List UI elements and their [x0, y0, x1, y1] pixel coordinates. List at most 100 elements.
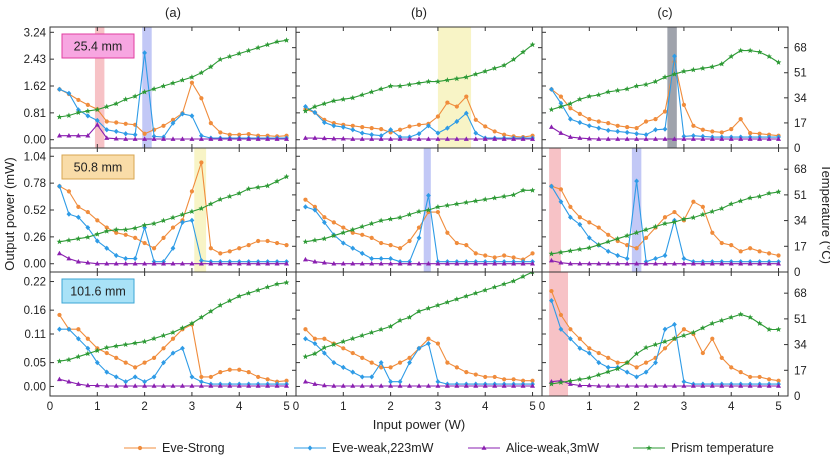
data-point-prism [226, 193, 233, 199]
data-point-prism [330, 232, 337, 239]
data-point-prism [406, 314, 413, 320]
data-point-eve_weak [624, 255, 630, 262]
column-labels: (a) (b) (c) [165, 5, 673, 20]
data-point-eve_strong [464, 370, 469, 375]
data-point-eve_strong [719, 240, 724, 246]
data-point-eve_strong [748, 130, 753, 136]
data-point-alice_weak [454, 136, 460, 141]
data-point-prism [681, 332, 687, 338]
series-group [56, 37, 290, 141]
data-point-alice_weak [340, 136, 346, 141]
data-point-prism [482, 196, 489, 202]
data-point-eve_strong [227, 132, 232, 137]
legend-item-alice_weak: Alice-weak,3mW [468, 441, 599, 455]
data-point-alice_weak [747, 383, 753, 388]
data-point-alice_weak [548, 257, 554, 263]
data-point-alice_weak [369, 261, 375, 266]
data-point-eve_strong [662, 215, 668, 220]
y-axis-left-label: Output power (mW) [2, 157, 17, 270]
data-point-eve_strong [360, 125, 365, 130]
data-point-eve_strong [729, 127, 734, 132]
data-point-alice_weak [189, 383, 195, 388]
data-point-eve_strong [454, 240, 459, 246]
data-point-eve_weak [170, 245, 176, 251]
data-point-prism [160, 83, 167, 89]
data-point-eve_strong [643, 235, 649, 240]
temp-tick-label: 51 [794, 314, 807, 326]
data-point-prism [264, 182, 271, 189]
data-point-alice_weak [378, 261, 384, 266]
data-point-eve_weak [312, 340, 318, 347]
data-point-eve_strong [208, 246, 213, 251]
data-point-alice_weak [435, 383, 441, 388]
data-point-eve_weak [388, 379, 394, 385]
data-point-prism [84, 108, 91, 114]
data-point-eve_strong [606, 355, 611, 360]
data-point-eve_weak [57, 86, 62, 92]
data-point-alice_weak [227, 261, 233, 266]
data-point-eve_weak [94, 238, 100, 244]
data-point-alice_weak [85, 382, 91, 388]
data-point-alice_weak [284, 383, 290, 388]
data-point-alice_weak [530, 383, 536, 388]
data-point-alice_weak [142, 383, 148, 388]
data-point-eve_strong [123, 121, 128, 126]
data-point-eve_strong [369, 126, 374, 131]
temp-tick-label: 17 [794, 241, 807, 253]
data-point-alice_weak [586, 136, 592, 141]
data-point-prism [368, 329, 375, 335]
series-line-eve_strong [59, 314, 287, 383]
data-point-eve_strong [587, 346, 592, 351]
data-point-prism [728, 314, 735, 320]
data-point-alice_weak [596, 383, 602, 388]
legend-label: Eve-Strong [162, 441, 225, 455]
data-point-prism [406, 81, 413, 87]
data-point-prism [633, 350, 640, 357]
data-point-alice_weak [567, 261, 573, 266]
data-point-alice_weak [397, 136, 403, 141]
data-point-eve_strong [397, 246, 403, 251]
data-point-eve_strong [388, 365, 393, 370]
data-point-alice_weak [577, 261, 583, 266]
data-point-eve_weak [643, 369, 649, 375]
data-point-alice_weak [75, 133, 81, 138]
panel-frame [295, 271, 543, 397]
data-point-eve_weak [321, 350, 327, 356]
data-point-eve_weak [681, 379, 687, 385]
data-point-alice_weak [482, 136, 488, 141]
data-point-eve_weak [378, 133, 384, 139]
axis-titles: Input power (W) Output power (mW) Temper… [2, 157, 830, 432]
data-point-prism [482, 287, 489, 293]
data-point-alice_weak [359, 383, 365, 388]
data-point-eve_strong [691, 199, 696, 204]
data-point-alice_weak [558, 260, 564, 265]
data-point-prism [151, 335, 157, 341]
data-point-eve_strong [492, 374, 497, 380]
data-point-alice_weak [340, 261, 346, 266]
data-point-eve_strong [483, 374, 488, 380]
data-point-prism [198, 205, 205, 211]
data-point-alice_weak [634, 261, 640, 266]
data-point-alice_weak [56, 250, 62, 256]
data-point-alice_weak [369, 136, 375, 141]
data-point-eve_strong [360, 355, 365, 360]
data-point-alice_weak [615, 261, 621, 266]
data-point-prism [614, 365, 621, 372]
data-point-eve_weak [198, 133, 204, 139]
data-point-alice_weak [274, 383, 280, 388]
data-point-prism [643, 226, 649, 233]
data-point-eve_weak [104, 245, 110, 251]
highlight-band [94, 27, 105, 148]
data-point-prism [170, 80, 176, 86]
data-point-prism [453, 200, 460, 207]
data-point-eve_weak [407, 360, 412, 366]
x-tick-label: 5 [775, 401, 781, 413]
data-point-eve_strong [265, 238, 270, 244]
data-point-prism [94, 106, 101, 113]
data-point-eve_weak [331, 123, 337, 129]
data-point-eve_weak [359, 374, 365, 380]
data-point-prism [690, 66, 697, 73]
data-point-eve_weak [416, 345, 422, 351]
data-point-eve_strong [237, 132, 242, 137]
data-point-prism [179, 324, 186, 331]
